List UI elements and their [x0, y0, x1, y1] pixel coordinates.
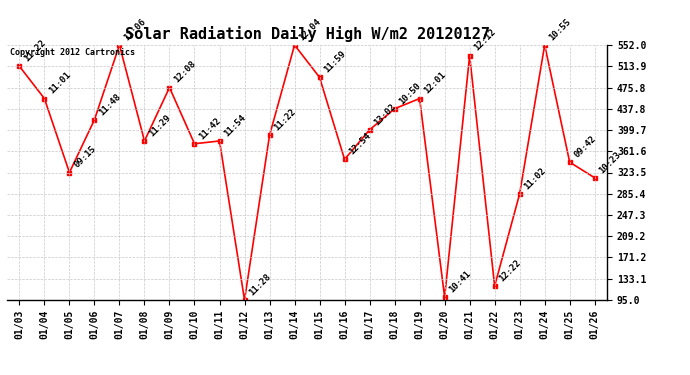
- Text: 10:41: 10:41: [447, 269, 473, 294]
- Text: 12:12: 12:12: [473, 27, 497, 53]
- Text: 11:48: 11:48: [97, 92, 123, 117]
- Text: 12:54: 12:54: [347, 131, 373, 157]
- Text: 11:01: 11:01: [47, 70, 72, 96]
- Text: 09:15: 09:15: [72, 144, 97, 170]
- Text: 10:50: 10:50: [397, 81, 423, 106]
- Text: 11:02: 11:02: [522, 166, 548, 191]
- Text: 11:59: 11:59: [322, 49, 348, 75]
- Text: 11:28: 11:28: [247, 272, 273, 297]
- Text: 13:02: 13:02: [373, 102, 397, 127]
- Text: 12:04: 12:04: [297, 17, 323, 42]
- Text: 10:55: 10:55: [547, 17, 573, 42]
- Text: Copyright 2012 Cartronics: Copyright 2012 Cartronics: [10, 48, 135, 57]
- Title: Solar Radiation Daily High W/m2 20120127: Solar Radiation Daily High W/m2 20120127: [125, 27, 489, 42]
- Text: 11:29: 11:29: [147, 113, 172, 138]
- Text: 10:23: 10:23: [598, 150, 623, 175]
- Text: 11:22: 11:22: [22, 38, 48, 63]
- Text: 11:54: 11:54: [222, 113, 248, 138]
- Text: 12:22: 12:22: [497, 258, 523, 283]
- Text: 12:08: 12:08: [172, 59, 197, 85]
- Text: 12:01: 12:01: [422, 70, 448, 96]
- Text: 12:06: 12:06: [122, 17, 148, 42]
- Text: 09:42: 09:42: [573, 134, 598, 159]
- Text: 11:22: 11:22: [273, 107, 297, 133]
- Text: 11:42: 11:42: [197, 116, 223, 141]
